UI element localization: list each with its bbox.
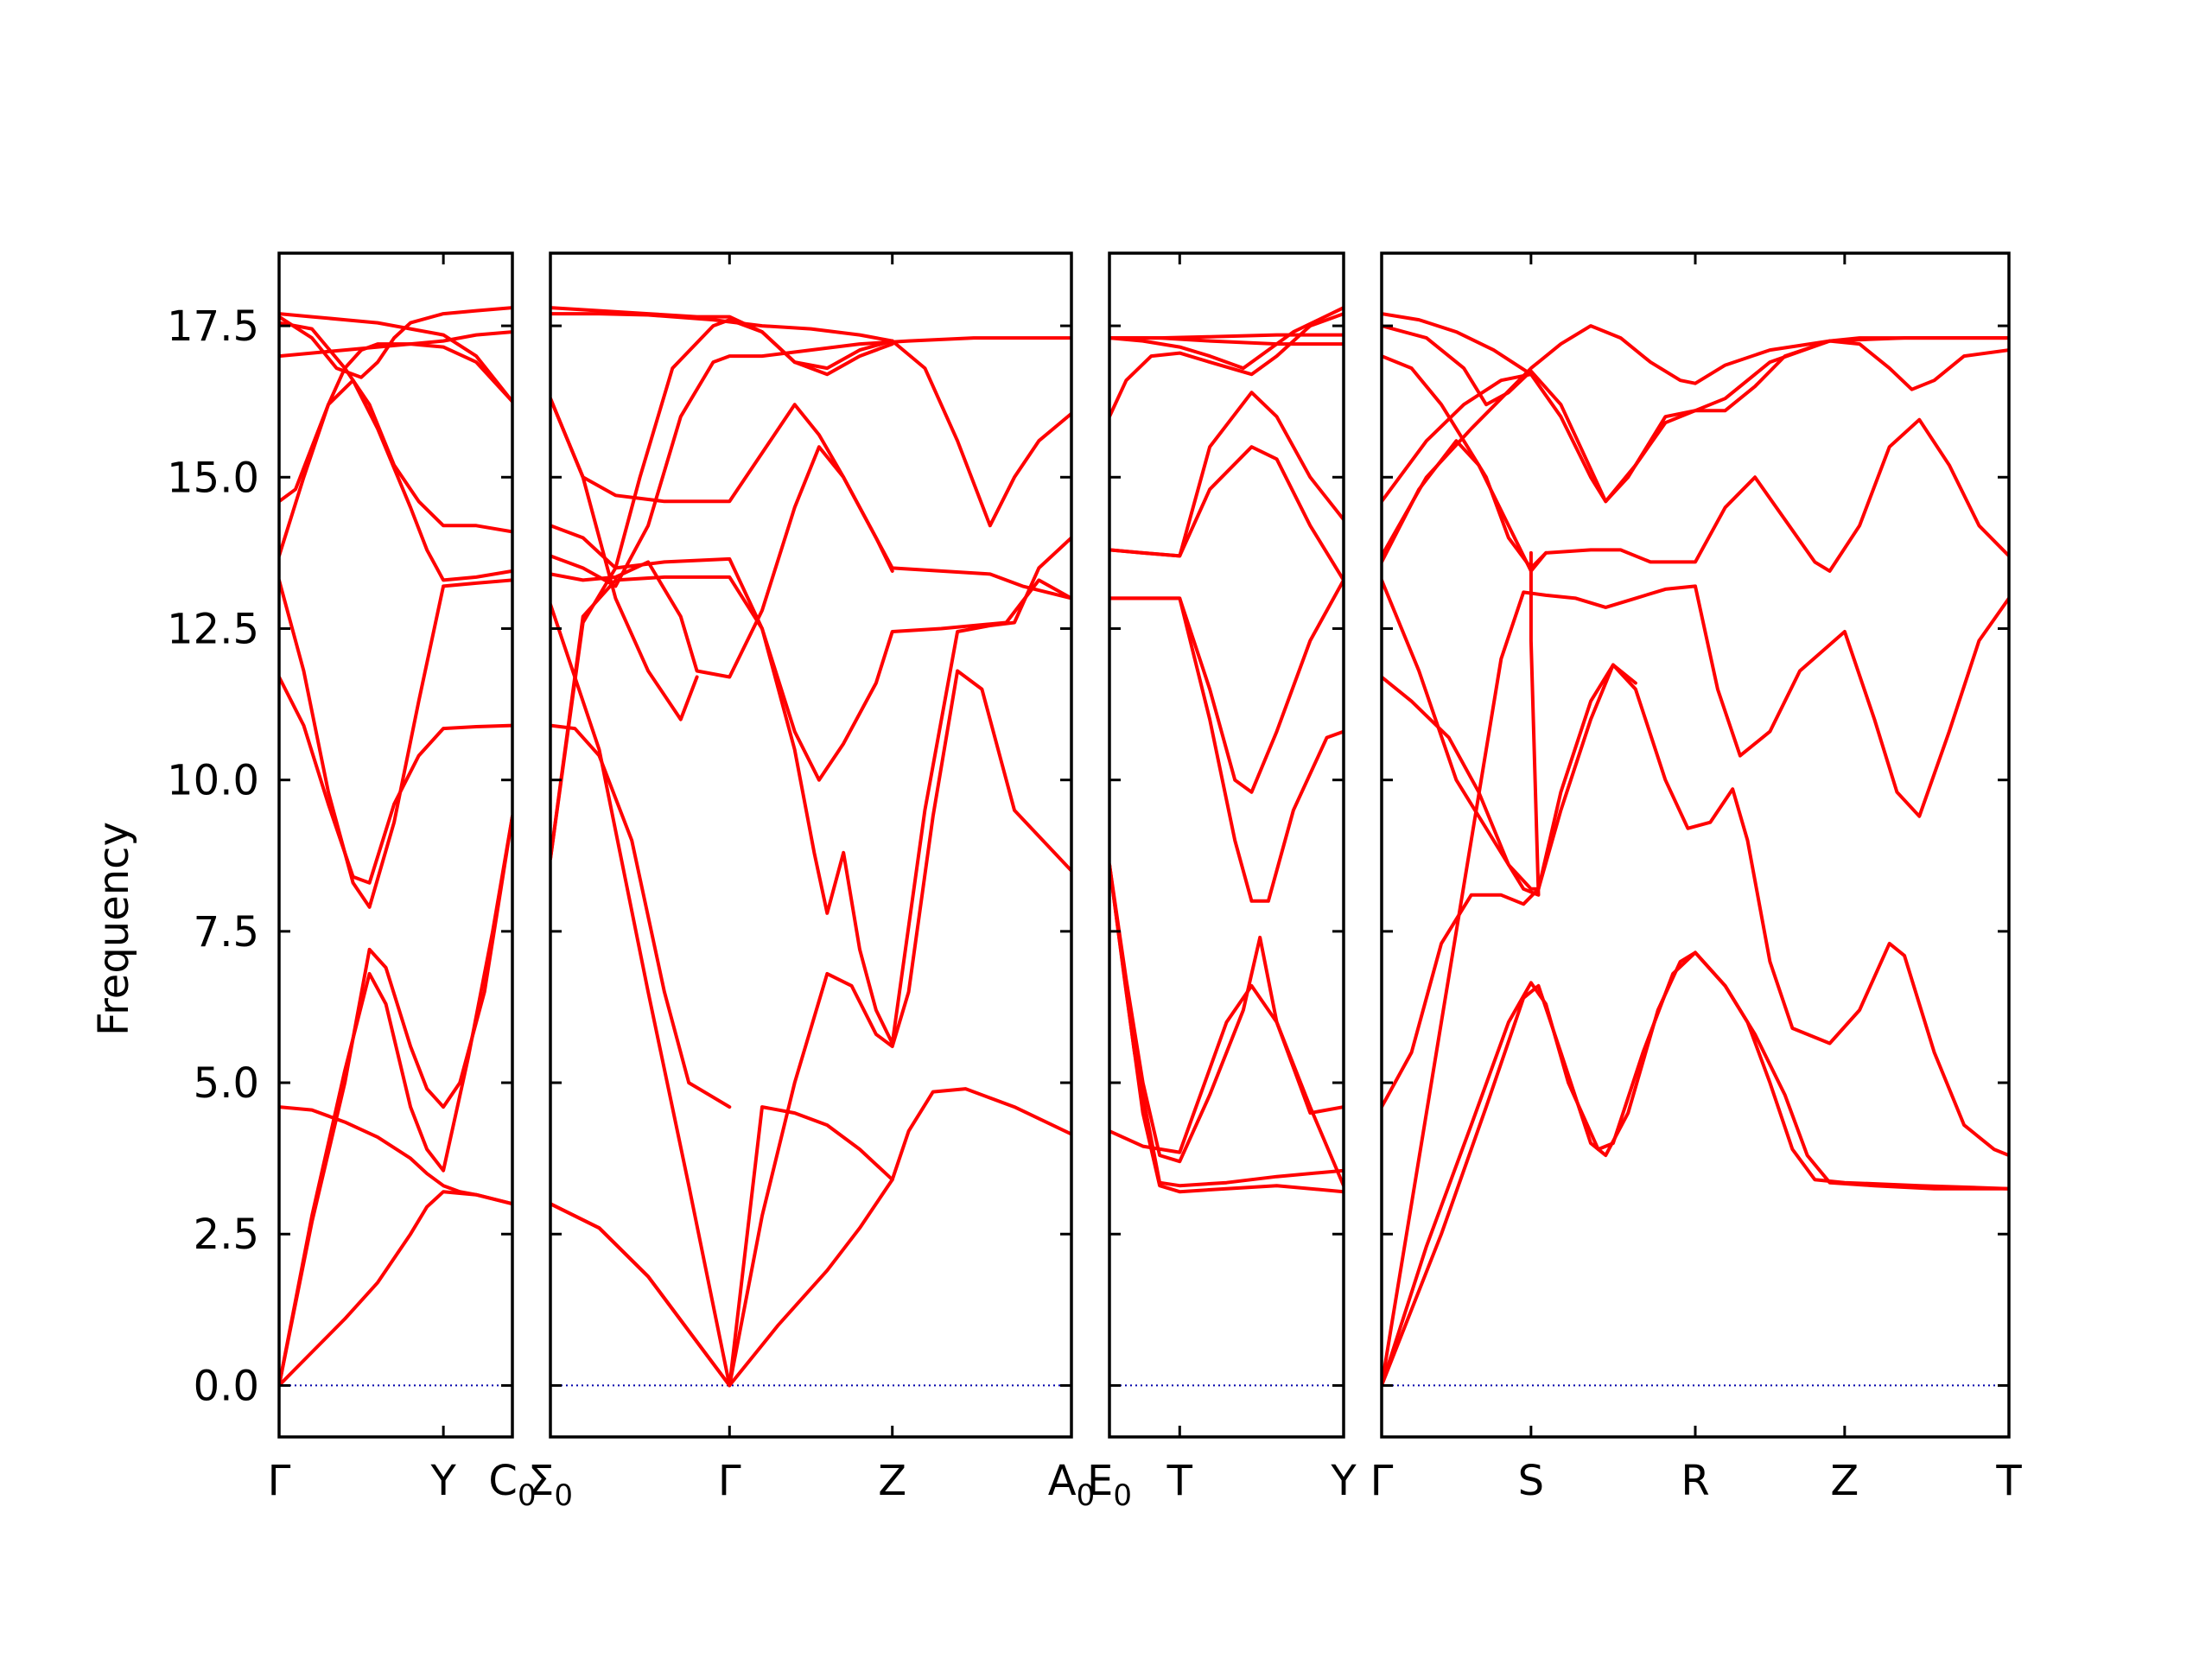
- band-2-1: [550, 1087, 1071, 1388]
- band-1-5: [279, 675, 512, 885]
- band-3-11: [1109, 306, 1344, 371]
- x-tick-subscript: 0: [554, 1478, 573, 1513]
- x-tick-subscript: 0: [1077, 1478, 1096, 1513]
- band-4-10: [1382, 354, 1548, 570]
- band-2-3: [550, 602, 1071, 1388]
- band-4-9: [1382, 339, 2009, 504]
- band-4-8: [1382, 324, 2009, 558]
- x-tick-label: Γ: [718, 1457, 741, 1505]
- band-2-2: [550, 1105, 894, 1388]
- band-4-12: [1382, 312, 1533, 377]
- x-tick-subscript: 0: [1113, 1478, 1132, 1513]
- band-3-7: [1109, 445, 1344, 582]
- band-4-7: [1382, 417, 2009, 573]
- band-4-2: [1382, 950, 2009, 1388]
- x-tick-label: R: [1681, 1457, 1709, 1505]
- y-tick-label: 15.0: [167, 454, 259, 502]
- band-4-4: [1382, 584, 2009, 1388]
- band-3-4: [1109, 862, 1344, 1188]
- band-1-10: [279, 321, 512, 534]
- x-tick-label: Y: [429, 1457, 456, 1505]
- panel-1: Γ Y C0: [268, 251, 537, 1513]
- band-1-11: [279, 306, 512, 379]
- y-axis-label: Frequency: [90, 822, 138, 1036]
- x-tick-label: Γ: [1370, 1457, 1394, 1505]
- band-2-10: [550, 336, 1071, 588]
- band-1-8: [279, 342, 512, 504]
- y-tick-label: 2.5: [194, 1211, 259, 1259]
- x-tick-label: Γ: [268, 1457, 291, 1505]
- band-2-5: [550, 536, 1071, 1046]
- x-tick-label: Z: [1830, 1457, 1859, 1505]
- band-3-2: [1109, 983, 1344, 1188]
- x-tick-subscript: 0: [518, 1478, 537, 1513]
- band-1-12: [279, 312, 512, 404]
- band-4-1: [1382, 950, 2009, 1388]
- x-tick-label: Σ0: [528, 1457, 573, 1513]
- x-tick-label: Y: [1330, 1457, 1357, 1505]
- y-tick-label: 7.5: [194, 908, 259, 957]
- band-2-13: [550, 312, 1071, 528]
- x-tick-label: T: [1995, 1457, 2022, 1505]
- y-tick-label: 0.0: [194, 1362, 259, 1410]
- panel-frame: [1108, 251, 1345, 1439]
- bands-panel-2: [550, 306, 1071, 1388]
- band-3-9: [1109, 312, 1344, 419]
- y-tick-label: 10.0: [167, 757, 259, 805]
- x-tick-label: Z: [878, 1457, 906, 1505]
- y-tick-label: 5.0: [194, 1059, 259, 1108]
- y-tick-label: 12.5: [167, 605, 259, 653]
- y-axis: 0.0 2.5 5.0 7.5 10.0 12.5 15.0 17.5: [167, 302, 259, 1410]
- panel-2: Σ0 Γ Z A0: [528, 251, 1096, 1513]
- bands-panel-3: [1109, 306, 1344, 1194]
- band-4-3: [1382, 663, 2009, 1158]
- y-tick-label: 17.5: [167, 302, 259, 351]
- x-tick-label: T: [1166, 1457, 1193, 1505]
- panel-3: E0 T Y: [1087, 251, 1357, 1513]
- band-1-3: [279, 814, 512, 1388]
- band-3-6: [1109, 578, 1344, 794]
- band-2-11: [550, 318, 894, 570]
- band-3-1: [1109, 862, 1344, 1194]
- bands-panel-1: [279, 306, 512, 1388]
- band-4-5: [1382, 663, 1637, 891]
- bands-panel-4: [1382, 312, 2009, 1388]
- band-3-12: [1109, 336, 1344, 346]
- band-4-11: [1382, 324, 2009, 504]
- band-2-6: [550, 575, 1071, 861]
- band-1-9: [279, 330, 512, 359]
- band-3-3: [1109, 862, 1344, 1164]
- band-1-7: [279, 378, 512, 582]
- band-2-4: [550, 723, 732, 1109]
- band-1-6: [279, 578, 512, 909]
- x-tick-label: E0: [1087, 1457, 1132, 1513]
- band-1-2: [279, 1105, 512, 1206]
- band-4-6: [1382, 550, 1541, 897]
- panel-frame: [549, 251, 1073, 1439]
- band-2-7: [550, 397, 1071, 601]
- band-3-8: [1109, 391, 1344, 558]
- panel-frame: [1380, 251, 2011, 1439]
- band-1-4: [279, 814, 512, 1388]
- band-2-8: [550, 445, 894, 679]
- panel-frame: [277, 251, 514, 1439]
- x-tick-label: S: [1518, 1457, 1544, 1505]
- band-2-9: [550, 397, 699, 721]
- band-1-1: [279, 1190, 512, 1388]
